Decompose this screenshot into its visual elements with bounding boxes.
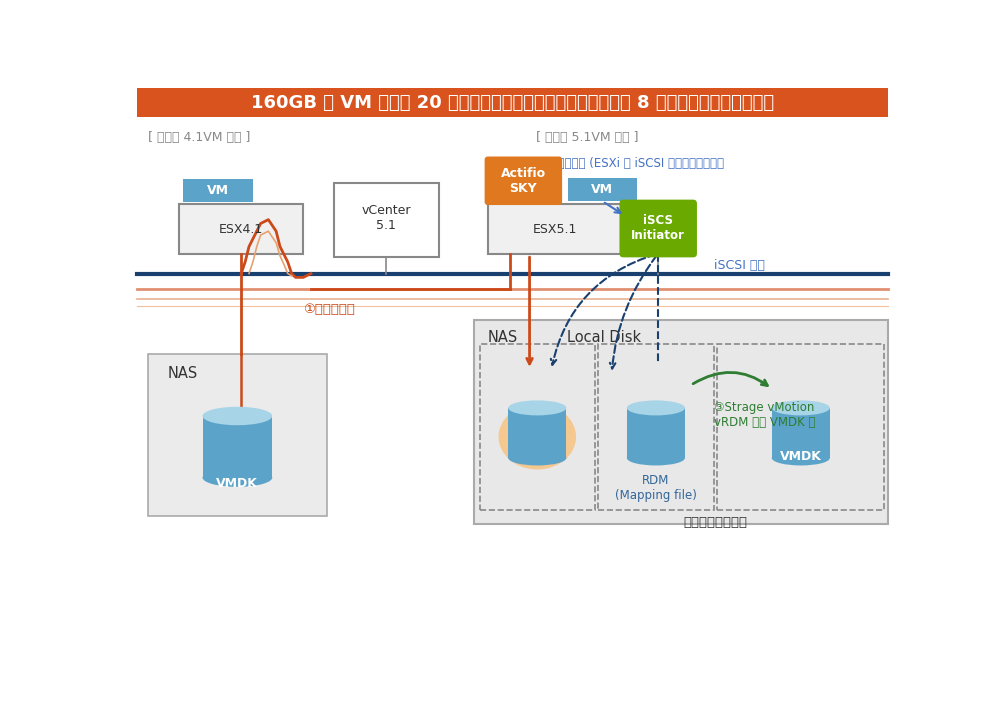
- FancyBboxPatch shape: [485, 156, 562, 205]
- Ellipse shape: [499, 404, 576, 470]
- Bar: [480, 344, 595, 510]
- Text: ①データ取得: ①データ取得: [303, 304, 355, 316]
- Text: VM: VM: [207, 184, 229, 197]
- Ellipse shape: [772, 400, 830, 416]
- Text: iSCS
Initiator: iSCS Initiator: [631, 214, 685, 242]
- Text: [ 移行元 5.1VM 環境 ]: [ 移行元 5.1VM 環境 ]: [536, 131, 638, 144]
- Bar: [474, 320, 888, 524]
- Bar: [568, 178, 637, 201]
- Text: VMDK: VMDK: [780, 449, 822, 463]
- Text: vCenter
5.1: vCenter 5.1: [361, 204, 411, 232]
- Ellipse shape: [627, 400, 685, 416]
- Text: ESX5.1: ESX5.1: [533, 223, 577, 236]
- Ellipse shape: [627, 451, 685, 465]
- Bar: [334, 184, 439, 257]
- Bar: [717, 344, 884, 510]
- Text: NAS: NAS: [488, 329, 518, 345]
- Text: 移行先データ領域: 移行先データ領域: [684, 516, 748, 529]
- Ellipse shape: [508, 451, 566, 465]
- Text: 160GB の VM を僅か 20 分のオフライン時間（従来は土日停止 8 時間）でシステム移行！: 160GB の VM を僅か 20 分のオフライン時間（従来は土日停止 8 時間…: [251, 94, 774, 111]
- Text: [ 移行元 4.1VM 環境 ]: [ 移行元 4.1VM 環境 ]: [148, 131, 251, 144]
- Text: ②マウント (ESXi の iSCSI アダプタを利用）: ②マウント (ESXi の iSCSI アダプタを利用）: [547, 157, 724, 170]
- Bar: [598, 344, 714, 510]
- Text: ③Strage vMotion
vRDM から VMDK へ: ③Strage vMotion vRDM から VMDK へ: [714, 400, 816, 428]
- Text: iSCSI 経由: iSCSI 経由: [714, 259, 765, 273]
- Ellipse shape: [202, 468, 272, 486]
- Text: VM: VM: [591, 183, 613, 196]
- Text: Actifio
SKY: Actifio SKY: [501, 167, 546, 195]
- Bar: [508, 408, 566, 458]
- Ellipse shape: [772, 451, 830, 465]
- Bar: [772, 408, 830, 458]
- Ellipse shape: [202, 407, 272, 426]
- Bar: [488, 204, 623, 254]
- Text: NAS: NAS: [168, 366, 198, 381]
- Text: VMDK: VMDK: [216, 477, 258, 490]
- Bar: [183, 179, 253, 202]
- FancyBboxPatch shape: [619, 200, 697, 257]
- Text: RDM
(Mapping file): RDM (Mapping file): [615, 474, 697, 502]
- Bar: [179, 204, 303, 254]
- Bar: [627, 408, 685, 458]
- Text: ESX4.1: ESX4.1: [219, 223, 263, 236]
- Bar: [137, 88, 888, 117]
- Bar: [148, 355, 326, 516]
- Ellipse shape: [508, 400, 566, 416]
- Text: Local Disk: Local Disk: [567, 329, 641, 345]
- Bar: [202, 416, 272, 477]
